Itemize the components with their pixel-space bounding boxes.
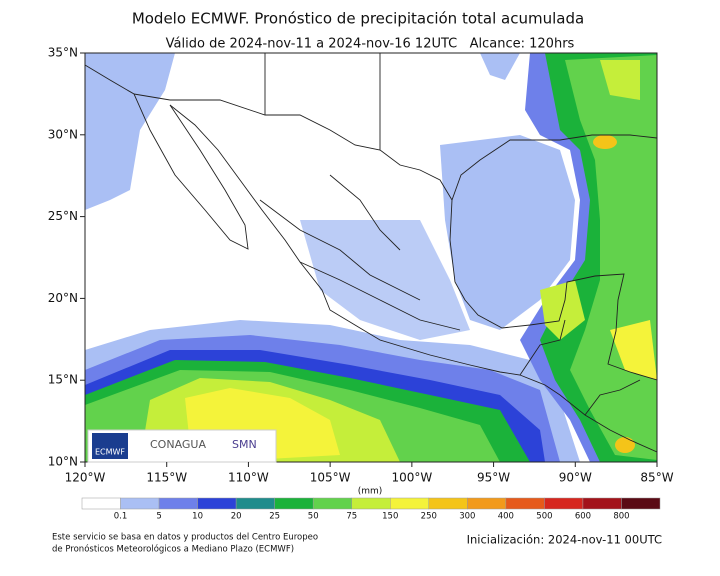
logo-smn: SMN bbox=[232, 438, 257, 451]
logo-strip: ECMWF CONAGUA SMN bbox=[87, 429, 277, 463]
legend-swatch bbox=[621, 497, 661, 510]
lat-tick-label: 25°N bbox=[48, 209, 78, 223]
lat-tick-label: 10°N bbox=[48, 455, 78, 469]
logo-ecmwf: ECMWF bbox=[95, 448, 125, 457]
legend-level: 800 bbox=[613, 512, 629, 522]
lon-tick-label: 110°W bbox=[228, 471, 269, 485]
legend-level: 5 bbox=[156, 512, 161, 522]
legend-swatch bbox=[81, 497, 121, 510]
lat-tick-label: 30°N bbox=[48, 127, 78, 141]
legend-level: 0.1 bbox=[114, 512, 128, 522]
precipitation-field bbox=[85, 53, 657, 462]
legend-swatch bbox=[390, 497, 430, 510]
init-time: Inicialización: 2024-nov-11 00UTC bbox=[467, 533, 662, 547]
legend-level: 25 bbox=[269, 512, 280, 522]
legend-swatch bbox=[312, 497, 352, 510]
lon-tick-label: 85°W bbox=[640, 471, 673, 485]
lat-tick-label: 20°N bbox=[48, 291, 78, 305]
legend-swatch bbox=[505, 497, 545, 510]
legend-level: 10 bbox=[192, 512, 203, 522]
legend-swatch bbox=[428, 497, 468, 510]
logo-conagua: CONAGUA bbox=[150, 438, 206, 451]
color-legend: 0.1 5 10 20 25 50 75 150 250 300 400 500 600 800 bbox=[81, 497, 661, 522]
map: ECMWF CONAGUA SMN bbox=[84, 52, 658, 463]
legend-swatch bbox=[120, 497, 160, 510]
coastlines bbox=[85, 53, 657, 453]
lon-tick-label: 100°W bbox=[391, 471, 432, 485]
legend-unit: (mm) bbox=[358, 487, 383, 497]
legend-swatch bbox=[274, 497, 314, 510]
legend-swatch bbox=[582, 497, 622, 510]
lon-tick-label: 115°W bbox=[146, 471, 187, 485]
lon-tick-label: 95°W bbox=[477, 471, 510, 485]
source-line-1: Este servicio se basa en datos y product… bbox=[52, 533, 318, 543]
legend-swatch bbox=[467, 497, 507, 510]
legend-level: 600 bbox=[575, 512, 591, 522]
lon-tick-label: 90°W bbox=[559, 471, 592, 485]
legend-level: 50 bbox=[308, 512, 319, 522]
legend-swatch bbox=[158, 497, 198, 510]
legend-level: 75 bbox=[346, 512, 357, 522]
lat-tick-label: 15°N bbox=[48, 373, 78, 387]
legend-level: 400 bbox=[498, 512, 514, 522]
legend-level: 250 bbox=[421, 512, 437, 522]
legend-swatch bbox=[235, 497, 275, 510]
title: Modelo ECMWF. Pronóstico de precipitació… bbox=[132, 10, 584, 28]
legend-level: 300 bbox=[459, 512, 475, 522]
lat-tick-label: 35°N bbox=[48, 46, 78, 60]
source-line-2: de Pronósticos Meteorológicos a Mediano … bbox=[52, 544, 294, 555]
legend-level: 500 bbox=[536, 512, 552, 522]
lon-tick-label: 120°W bbox=[65, 471, 106, 485]
legend-swatch bbox=[544, 497, 584, 510]
legend-swatch bbox=[197, 497, 237, 510]
legend-level: 150 bbox=[382, 512, 398, 522]
subtitle: Válido de 2024-nov-11 a 2024-nov-16 12UT… bbox=[166, 37, 575, 52]
legend-swatch bbox=[351, 497, 391, 510]
legend-level: 20 bbox=[231, 512, 242, 522]
lon-tick-label: 105°W bbox=[310, 471, 351, 485]
